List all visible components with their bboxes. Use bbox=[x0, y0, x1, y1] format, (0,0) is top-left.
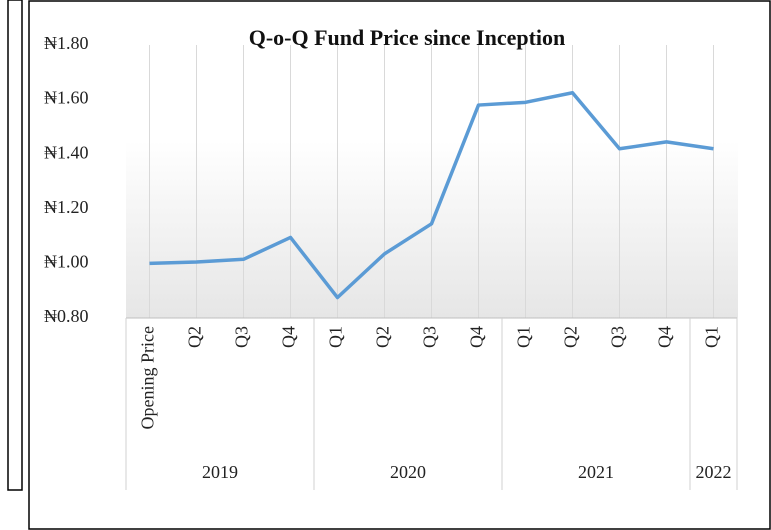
y-tick-label: ₦1.00 bbox=[44, 252, 89, 272]
x-tick-label: Q1 bbox=[326, 326, 346, 348]
group-label: 2021 bbox=[578, 462, 614, 482]
x-tick-label: Q4 bbox=[467, 326, 487, 348]
x-tick-label: Q3 bbox=[420, 326, 440, 348]
x-tick-label: Q2 bbox=[561, 326, 581, 348]
y-tick-label: ₦1.20 bbox=[44, 197, 89, 217]
y-tick-label: ₦1.40 bbox=[44, 142, 89, 162]
chart-frame bbox=[28, 0, 771, 530]
x-tick-label: Q3 bbox=[232, 326, 252, 348]
group-label: 2022 bbox=[696, 462, 732, 482]
y-tick-label: ₦0.80 bbox=[44, 306, 89, 326]
y-tick-label: ₦1.60 bbox=[44, 88, 89, 108]
x-tick-label: Q2 bbox=[185, 326, 205, 348]
x-tick-label: Q1 bbox=[702, 326, 722, 348]
x-tick-label: Q4 bbox=[655, 326, 675, 348]
side-frame bbox=[7, 0, 23, 491]
group-label: 2019 bbox=[202, 462, 238, 482]
x-tick-label: Q2 bbox=[373, 326, 393, 348]
y-tick-label: ₦1.80 bbox=[44, 33, 89, 53]
x-tick-label: Q4 bbox=[279, 326, 299, 348]
group-label: 2020 bbox=[390, 462, 426, 482]
x-tick-label: Opening Price bbox=[138, 326, 158, 429]
x-tick-label: Q3 bbox=[608, 326, 628, 348]
x-tick-label: Q1 bbox=[514, 326, 534, 348]
chart-title: Q-o-Q Fund Price since Inception bbox=[249, 25, 566, 50]
line bbox=[149, 91, 714, 300]
